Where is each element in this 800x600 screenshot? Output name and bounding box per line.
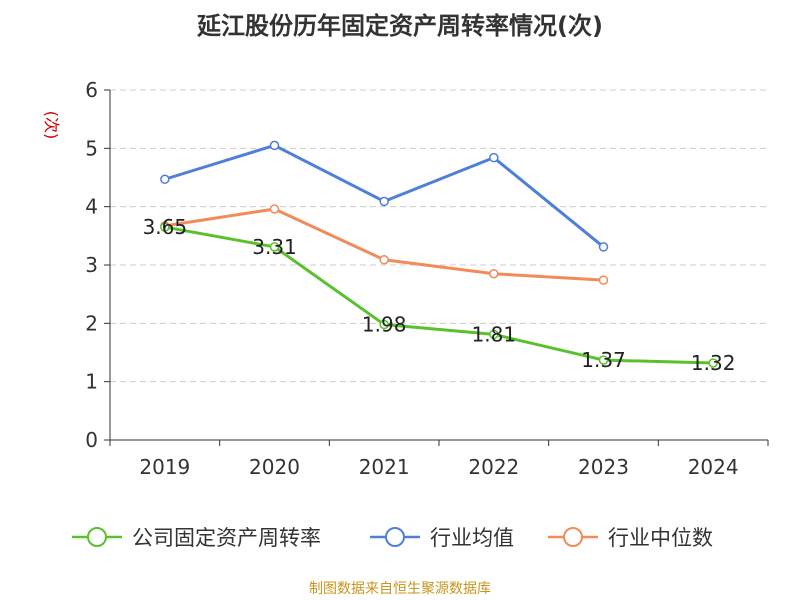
data-point — [269, 140, 280, 151]
data-point — [598, 355, 609, 365]
data-label: 3.65 — [143, 215, 188, 239]
data-label: 1.37 — [581, 348, 626, 372]
x-tick-label: 2021 — [359, 455, 410, 479]
y-tick-label: 6 — [85, 78, 98, 102]
legend-label: 公司固定资产周转率 — [132, 526, 321, 550]
data-point — [598, 275, 609, 285]
series-line — [164, 225, 714, 365]
y-tick-label: 3 — [85, 253, 98, 277]
data-point — [489, 329, 499, 340]
legend-marker — [87, 527, 107, 547]
data-point — [379, 196, 389, 207]
data-label: 1.32 — [691, 351, 736, 375]
chart-title: 延江股份历年固定资产周转率情况(次) — [197, 12, 603, 40]
data-point — [160, 222, 170, 232]
data-point — [598, 242, 609, 252]
x-tick-label: 2023 — [578, 455, 629, 479]
x-tick-label: 2020 — [249, 455, 300, 479]
data-label: 1.98 — [362, 313, 407, 337]
x-tick-label: 2019 — [139, 455, 190, 479]
y-axis-label: (次) — [42, 111, 61, 140]
series — [160, 140, 718, 368]
y-tick-label: 1 — [85, 370, 98, 394]
y-tick-label: 4 — [85, 195, 98, 219]
y-tick-label: 5 — [85, 136, 98, 160]
data-point — [379, 255, 389, 265]
legend-marker — [385, 527, 405, 547]
y-tick-label: 2 — [85, 311, 98, 335]
data-labels: 3.65 3.31 1.98 1.81 1.37 1.32 — [143, 215, 736, 375]
legend-label: 行业中位数 — [608, 526, 713, 550]
data-point — [489, 152, 499, 163]
legend: 公司固定资产周转率 行业均值 行业中位数 — [72, 526, 713, 550]
data-point — [160, 174, 170, 184]
data-point — [708, 358, 718, 368]
y-tick-label: 0 — [85, 428, 98, 452]
x-tick-label: 2022 — [468, 455, 519, 479]
x-tick-label: 2024 — [688, 455, 739, 479]
legend-label: 行业均值 — [430, 526, 514, 550]
data-point — [379, 319, 389, 330]
data-point — [269, 204, 280, 214]
source-note: 制图数据来自恒生聚源数据库 — [309, 581, 491, 597]
data-point — [269, 242, 280, 252]
axes: 0 1 2 3 4 5 6 2019 2020 2021 2022 2023 2024 — [85, 78, 769, 479]
data-label: 3.31 — [252, 235, 297, 259]
series-line — [164, 143, 605, 249]
series-line — [164, 207, 604, 282]
data-label: 1.81 — [472, 322, 517, 346]
legend-marker — [563, 527, 583, 547]
data-point — [489, 269, 499, 279]
